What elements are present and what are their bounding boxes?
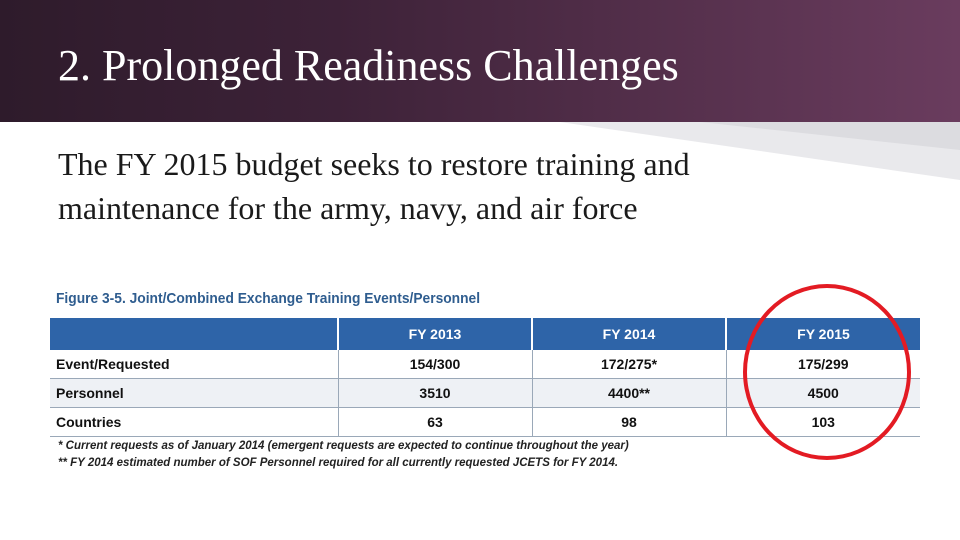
title-bar: 2. Prolonged Readiness Challenges [0,0,960,122]
cell-fy2014: 4400** [532,378,727,408]
cell-fy2013: 63 [338,407,533,437]
column-header-fy2014: FY 2014 [532,318,727,350]
slide-body: The FY 2015 budget seeks to restore trai… [58,142,938,230]
row-label: Event/Requested [50,350,339,379]
jcet-table: FY 2013 FY 2014 FY 2015 Event/Requested … [50,318,920,437]
footnote-2: ** FY 2014 estimated number of SOF Perso… [58,457,619,469]
cell-fy2014: 98 [532,407,727,437]
figure-title: Figure 3-5. Joint/Combined Exchange Trai… [56,290,481,307]
row-label: Personnel [50,378,339,408]
cell-fy2013: 3510 [338,378,533,408]
slide-title: 2. Prolonged Readiness Challenges [58,41,679,90]
highlight-circle [743,284,911,460]
table-footnotes: * Current requests as of January 2014 (e… [58,438,629,472]
footnote-1: * Current requests as of January 2014 (e… [58,440,629,452]
cell-fy2014: 172/275* [532,350,727,379]
column-header [50,318,339,350]
body-line-2: maintenance for the army, navy, and air … [58,190,638,226]
body-line-1: The FY 2015 budget seeks to restore trai… [58,146,690,182]
cell-fy2013: 154/300 [338,350,533,379]
column-header-fy2013: FY 2013 [338,318,533,350]
row-label: Countries [50,407,339,437]
